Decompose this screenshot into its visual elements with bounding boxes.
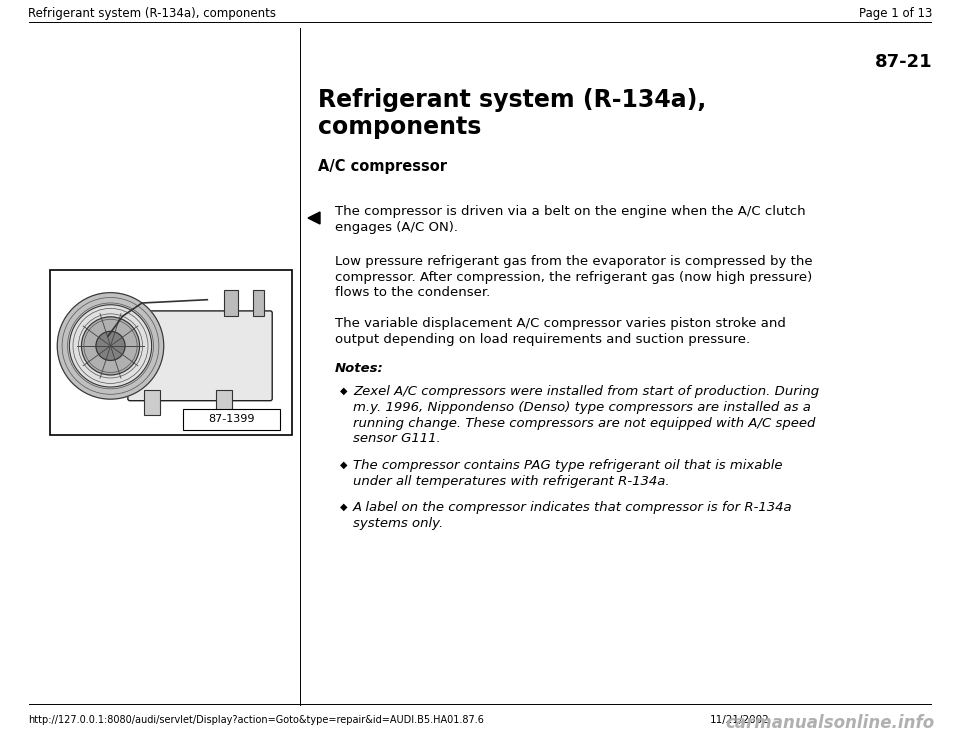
Text: The variable displacement A/C compressor varies piston stroke and: The variable displacement A/C compressor… bbox=[335, 317, 786, 329]
Text: A/C compressor: A/C compressor bbox=[318, 159, 447, 174]
Bar bbox=[183, 409, 280, 430]
Text: Page 1 of 13: Page 1 of 13 bbox=[858, 7, 932, 19]
Text: engages (A/C ON).: engages (A/C ON). bbox=[335, 222, 458, 234]
Text: carmanualsonline.info: carmanualsonline.info bbox=[726, 714, 935, 732]
Bar bbox=[225, 290, 238, 316]
Text: sensor G111.: sensor G111. bbox=[353, 433, 441, 445]
Text: The compressor contains PAG type refrigerant oil that is mixable: The compressor contains PAG type refrige… bbox=[353, 459, 782, 471]
Text: A label on the compressor indicates that compressor is for R-134a: A label on the compressor indicates that… bbox=[353, 501, 793, 513]
Text: ◆: ◆ bbox=[340, 386, 348, 396]
Circle shape bbox=[69, 305, 152, 387]
Text: Refrigerant system (R-134a),: Refrigerant system (R-134a), bbox=[318, 88, 707, 112]
Bar bbox=[50, 270, 292, 435]
Text: ◆: ◆ bbox=[340, 502, 348, 512]
Text: running change. These compressors are not equipped with A/C speed: running change. These compressors are no… bbox=[353, 416, 815, 430]
Circle shape bbox=[58, 292, 164, 399]
Polygon shape bbox=[308, 212, 320, 224]
Text: m.y. 1996, Nippondenso (Denso) type compressors are installed as a: m.y. 1996, Nippondenso (Denso) type comp… bbox=[353, 401, 811, 413]
Circle shape bbox=[96, 332, 125, 361]
Text: 11/21/2002: 11/21/2002 bbox=[710, 715, 770, 725]
Text: The compressor is driven via a belt on the engine when the A/C clutch: The compressor is driven via a belt on t… bbox=[335, 206, 805, 218]
Text: ◆: ◆ bbox=[340, 460, 348, 470]
Text: Zexel A/C compressors were installed from start of production. During: Zexel A/C compressors were installed fro… bbox=[353, 384, 819, 398]
Text: 87-21: 87-21 bbox=[875, 53, 932, 71]
Text: Notes:: Notes: bbox=[335, 361, 384, 375]
Text: http://127.0.0.1:8080/audi/servlet/Display?action=Goto&type=repair&id=AUDI.B5.HA: http://127.0.0.1:8080/audi/servlet/Displ… bbox=[28, 715, 484, 725]
Text: 87-1399: 87-1399 bbox=[208, 414, 254, 424]
Text: Refrigerant system (R-134a), components: Refrigerant system (R-134a), components bbox=[28, 7, 276, 19]
Bar bbox=[253, 290, 264, 316]
FancyBboxPatch shape bbox=[128, 311, 273, 401]
Text: components: components bbox=[318, 115, 481, 139]
Bar bbox=[144, 390, 159, 416]
Text: compressor. After compression, the refrigerant gas (now high pressure): compressor. After compression, the refri… bbox=[335, 271, 812, 283]
Text: flows to the condenser.: flows to the condenser. bbox=[335, 286, 491, 300]
Circle shape bbox=[82, 317, 139, 375]
Text: systems only.: systems only. bbox=[353, 516, 444, 530]
Text: output depending on load requirements and suction pressure.: output depending on load requirements an… bbox=[335, 332, 750, 346]
Text: Low pressure refrigerant gas from the evaporator is compressed by the: Low pressure refrigerant gas from the ev… bbox=[335, 255, 812, 268]
Text: under all temperatures with refrigerant R-134a.: under all temperatures with refrigerant … bbox=[353, 474, 670, 487]
Bar bbox=[216, 390, 232, 416]
